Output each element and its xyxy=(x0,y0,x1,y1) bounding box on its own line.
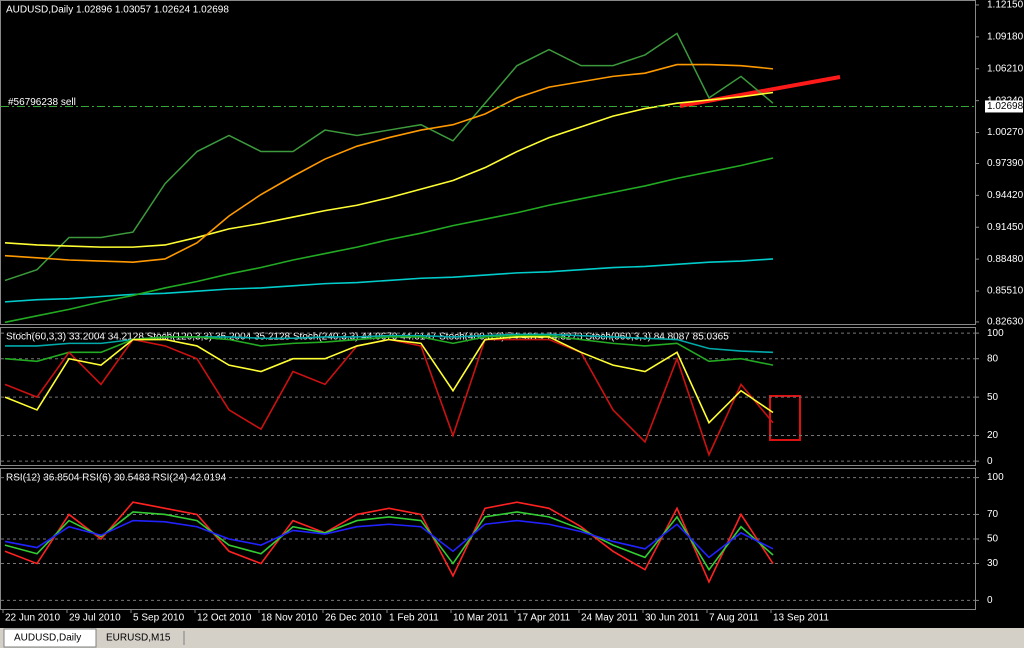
x-tick-label: 7 Aug 2011 xyxy=(709,613,759,624)
pane-title: RSI(12) 36.8504 RSI(6) 30.5483 RSI(24) 4… xyxy=(6,473,227,484)
series-line xyxy=(4,157,774,324)
series-line xyxy=(4,501,774,584)
y-tick-label: 0.85510 xyxy=(987,286,1024,297)
y-tick-label: 50 xyxy=(987,392,999,403)
series-line xyxy=(4,336,774,425)
series-line xyxy=(4,258,774,303)
y-tick-label: 100 xyxy=(987,328,1004,339)
y-tick-label: 1.09180 xyxy=(987,32,1024,43)
tab[interactable]: EURUSD,M15 xyxy=(106,631,185,645)
y-tick-label: 1.12150 xyxy=(987,0,1024,11)
series-line xyxy=(4,519,774,559)
y-tick-label: 0.82630 xyxy=(987,317,1024,328)
x-tick-label: 30 Jun 2011 xyxy=(645,613,700,624)
y-tick-label: 70 xyxy=(987,509,999,520)
x-tick-label: 13 Sep 2011 xyxy=(773,613,829,624)
y-tick-label: 80 xyxy=(987,353,999,364)
x-tick-label: 18 Nov 2010 xyxy=(261,613,318,624)
series-line xyxy=(4,63,774,263)
x-tick-label: 5 Sep 2010 xyxy=(133,613,185,624)
tab[interactable]: AUDUSD,Daily xyxy=(3,628,97,648)
x-tick-label: 12 Oct 2010 xyxy=(197,613,252,624)
x-tick-label: 17 Apr 2011 xyxy=(517,613,571,624)
series-line xyxy=(4,32,774,282)
y-tick-label: 20 xyxy=(987,430,999,441)
current-price-label: 1.02698 xyxy=(987,101,1024,112)
y-tick-label: 1.00270 xyxy=(987,127,1024,138)
stoch-pane xyxy=(0,327,976,466)
price-marker xyxy=(985,100,1023,113)
tab-bar xyxy=(0,628,1024,648)
series-line xyxy=(4,91,774,248)
series-line xyxy=(4,511,774,572)
x-tick-label: 29 Jul 2010 xyxy=(69,613,121,624)
y-tick-label: 30 xyxy=(987,558,999,569)
y-tick-label: 0.91450 xyxy=(987,222,1024,233)
x-tick-label: 1 Feb 2011 xyxy=(389,613,439,624)
y-tick-label: 50 xyxy=(987,534,999,545)
price-pane xyxy=(0,0,976,325)
order-label: #56796238 sell xyxy=(8,97,76,108)
x-tick-label: 26 Dec 2010 xyxy=(325,613,382,624)
y-tick-label: 0.97390 xyxy=(987,158,1024,169)
x-tick-label: 22 Jun 2010 xyxy=(5,613,60,624)
tab-label[interactable]: EURUSD,M15 xyxy=(106,633,171,644)
tab-label[interactable]: AUDUSD,Daily xyxy=(14,633,81,644)
y-tick-label: 0.94420 xyxy=(987,190,1024,201)
x-tick-label: 10 Mar 2011 xyxy=(453,613,509,624)
y-tick-label: 0 xyxy=(987,595,993,606)
y-tick-label: 1.06210 xyxy=(987,63,1024,74)
y-tick-label: 0 xyxy=(987,456,993,467)
y-tick-label: 100 xyxy=(987,472,1004,483)
x-tick-label: 24 May 2011 xyxy=(581,613,639,624)
y-tick-label: 0.88480 xyxy=(987,254,1024,265)
pane-title: AUDUSD,Daily 1.02896 1.03057 1.02624 1.0… xyxy=(6,5,229,16)
